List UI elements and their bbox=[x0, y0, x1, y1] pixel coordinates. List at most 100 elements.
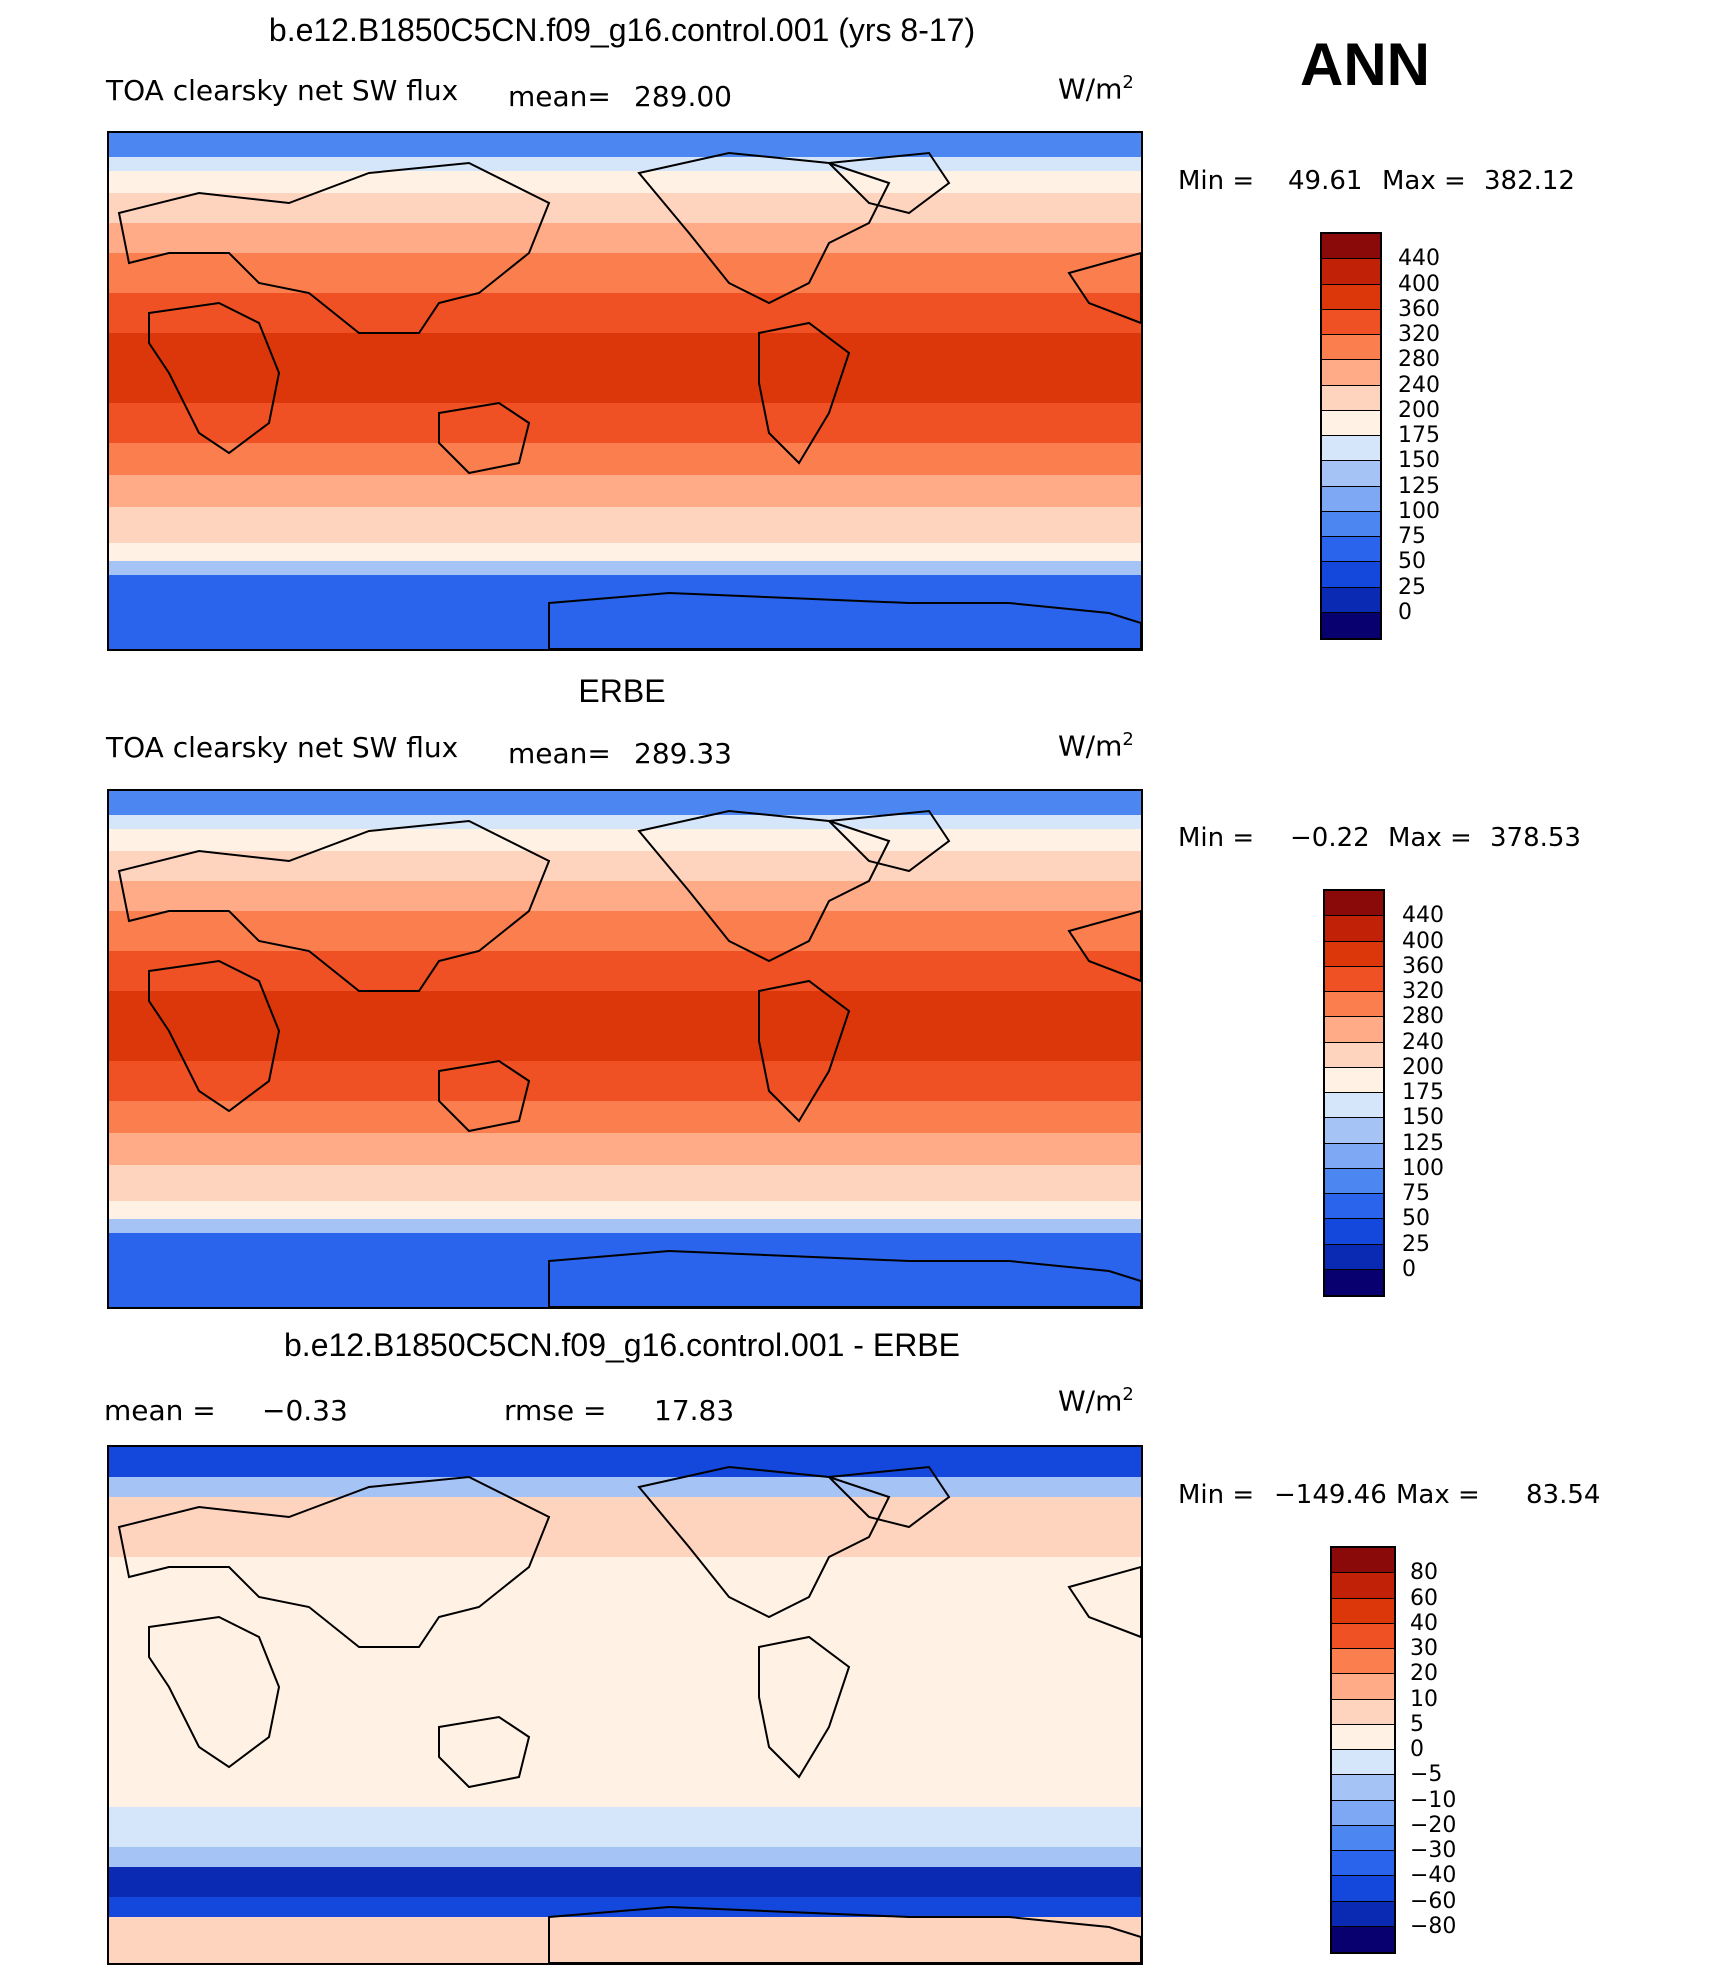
panel2-units: W/m2 bbox=[1058, 729, 1134, 762]
colorbar-tick-label: −80 bbox=[1410, 1913, 1457, 1939]
field-band bbox=[109, 293, 1141, 333]
colorbar-box bbox=[1322, 259, 1380, 285]
colorbar-tick-label: 5 bbox=[1410, 1711, 1424, 1737]
panel2-min-label: Min = bbox=[1178, 823, 1255, 853]
panel1-max-label: Max = bbox=[1382, 166, 1466, 196]
colorbar-box bbox=[1322, 461, 1380, 487]
coastline bbox=[637, 151, 891, 305]
colorbar-box bbox=[1332, 1598, 1394, 1624]
panel2-title: ERBE bbox=[578, 673, 666, 709]
colorbar-tick-label: 360 bbox=[1398, 296, 1440, 322]
colorbar-box bbox=[1332, 1750, 1394, 1776]
colorbar-tick-label: 25 bbox=[1398, 574, 1426, 600]
colorbar-tick-label: 25 bbox=[1402, 1231, 1430, 1257]
units-superscript: 2 bbox=[1122, 1384, 1134, 1405]
field-band bbox=[109, 403, 1141, 443]
colorbar-tick-label: 175 bbox=[1398, 423, 1440, 448]
colorbar-tick-label: −5 bbox=[1410, 1762, 1443, 1788]
colorbar-box bbox=[1322, 612, 1380, 638]
field-band bbox=[109, 223, 1141, 253]
colorbar-box bbox=[1322, 562, 1380, 588]
coastline bbox=[438, 1715, 531, 1789]
panel3-min-label: Min = bbox=[1178, 1480, 1255, 1510]
colorbar-tick-label: 40 bbox=[1410, 1610, 1438, 1636]
coastline bbox=[117, 1475, 551, 1648]
field-band bbox=[109, 1807, 1141, 1847]
coastline bbox=[758, 979, 851, 1123]
field-band bbox=[109, 543, 1141, 561]
field-band bbox=[109, 193, 1141, 223]
field-band bbox=[109, 991, 1141, 1061]
units-text: W/m bbox=[1058, 72, 1123, 106]
colorbar-box bbox=[1332, 1699, 1394, 1725]
panel3-colorbar bbox=[1330, 1546, 1396, 1954]
field-band bbox=[109, 475, 1141, 507]
colorbar-tick-label: 440 bbox=[1398, 246, 1440, 272]
field-band bbox=[109, 1101, 1141, 1133]
coastline bbox=[117, 161, 551, 334]
coastline bbox=[758, 1635, 851, 1779]
field-band bbox=[109, 157, 1141, 171]
colorbar-tick-label: −60 bbox=[1410, 1888, 1457, 1914]
field-band bbox=[109, 253, 1141, 293]
colorbar-box bbox=[1325, 1042, 1383, 1068]
panel1-mean-label: mean= bbox=[508, 80, 611, 113]
panel3-bands bbox=[109, 1447, 1141, 1963]
coastline bbox=[548, 1905, 1141, 1963]
colorbar-tick-label: 100 bbox=[1398, 498, 1440, 524]
panel3-rmse-label: rmse = bbox=[504, 1394, 607, 1427]
colorbar-box bbox=[1325, 1093, 1383, 1119]
panel2-max-value: 378.53 bbox=[1490, 823, 1581, 853]
colorbar-box bbox=[1322, 486, 1380, 512]
panel2-min-value: −0.22 bbox=[1290, 823, 1370, 853]
colorbar-tick-label: 440 bbox=[1402, 903, 1444, 929]
coastline bbox=[637, 809, 891, 963]
field-band bbox=[109, 1447, 1141, 1477]
panel2-variable: TOA clearsky net SW flux bbox=[106, 731, 459, 764]
field-band bbox=[109, 1061, 1141, 1101]
panel1-max-value: 382.12 bbox=[1484, 166, 1575, 196]
panel3-mean-label: mean = bbox=[104, 1394, 216, 1427]
panel1-min-value: 49.61 bbox=[1288, 166, 1363, 196]
panel1-map bbox=[107, 131, 1143, 651]
coastline bbox=[758, 321, 851, 465]
colorbar-box bbox=[1332, 1825, 1394, 1851]
colorbar-tick-label: −30 bbox=[1410, 1838, 1457, 1863]
field-band bbox=[109, 829, 1141, 851]
colorbar-tick-label: −20 bbox=[1410, 1812, 1457, 1838]
panel3-rmse-value: 17.83 bbox=[654, 1394, 735, 1427]
colorbar-tick-label: 0 bbox=[1398, 599, 1412, 625]
field-band bbox=[109, 1165, 1141, 1201]
panel1-min-label: Min = bbox=[1178, 166, 1255, 196]
coastline bbox=[117, 819, 551, 992]
field-band bbox=[109, 333, 1141, 403]
colorbar-tick-label: 0 bbox=[1402, 1256, 1416, 1282]
colorbar-box bbox=[1325, 966, 1383, 992]
field-band bbox=[109, 791, 1141, 815]
panel1-bands bbox=[109, 133, 1141, 649]
colorbar-box bbox=[1322, 335, 1380, 361]
panel1-units: W/m2 bbox=[1058, 72, 1134, 105]
colorbar-box bbox=[1322, 385, 1380, 411]
coastline bbox=[826, 809, 951, 873]
coastline bbox=[548, 1249, 1141, 1307]
colorbar-tick-label: 240 bbox=[1402, 1029, 1444, 1055]
panel1-coastlines bbox=[117, 151, 1141, 649]
field-band bbox=[109, 1477, 1141, 1497]
panel3-max-value: 83.54 bbox=[1526, 1480, 1601, 1510]
colorbar-tick-label: 320 bbox=[1402, 979, 1444, 1004]
field-band bbox=[109, 1133, 1141, 1165]
field-band bbox=[109, 881, 1141, 911]
panel1-field bbox=[109, 133, 1141, 649]
colorbar-tick-label: 280 bbox=[1398, 347, 1440, 373]
panel2-colorbar bbox=[1323, 889, 1385, 1297]
panel3-min-value: −149.46 bbox=[1274, 1480, 1387, 1510]
colorbar-tick-label: 400 bbox=[1402, 928, 1444, 954]
colorbar-box bbox=[1322, 511, 1380, 537]
field-band bbox=[109, 575, 1141, 649]
coastline bbox=[148, 959, 281, 1113]
panel3-field bbox=[109, 1447, 1141, 1963]
colorbar-box bbox=[1322, 587, 1380, 613]
panel3-coastlines bbox=[117, 1465, 1141, 1963]
colorbar-box bbox=[1332, 1674, 1394, 1700]
